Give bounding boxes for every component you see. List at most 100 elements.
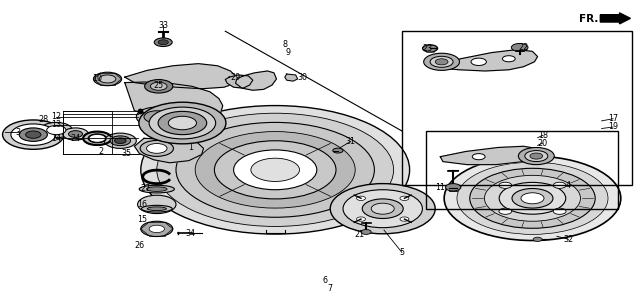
- Text: 10: 10: [92, 73, 102, 83]
- Text: 17: 17: [608, 114, 618, 123]
- Circle shape: [484, 175, 580, 221]
- Circle shape: [424, 53, 460, 70]
- Circle shape: [400, 196, 409, 200]
- Bar: [402, 31, 632, 185]
- Circle shape: [333, 148, 343, 153]
- Circle shape: [47, 125, 66, 135]
- Ellipse shape: [147, 207, 166, 211]
- Circle shape: [149, 225, 164, 233]
- Polygon shape: [134, 138, 204, 163]
- Circle shape: [176, 122, 374, 217]
- Ellipse shape: [141, 205, 172, 212]
- Circle shape: [63, 128, 88, 140]
- Circle shape: [518, 147, 554, 165]
- Circle shape: [195, 132, 355, 208]
- Text: 20: 20: [538, 139, 548, 148]
- Circle shape: [511, 43, 528, 51]
- Circle shape: [11, 124, 56, 145]
- Circle shape: [149, 107, 216, 139]
- Circle shape: [68, 131, 83, 137]
- Circle shape: [158, 40, 168, 45]
- Text: 8: 8: [282, 40, 287, 49]
- Circle shape: [430, 56, 453, 67]
- Text: 1: 1: [188, 143, 193, 152]
- Circle shape: [40, 122, 72, 138]
- Text: 32: 32: [563, 235, 573, 244]
- Circle shape: [234, 150, 317, 190]
- Circle shape: [435, 59, 448, 65]
- Circle shape: [362, 199, 403, 218]
- Text: FR.: FR.: [579, 14, 598, 24]
- Polygon shape: [236, 71, 276, 90]
- Circle shape: [26, 131, 41, 138]
- Text: 31: 31: [346, 137, 356, 146]
- Text: 26: 26: [134, 241, 145, 250]
- Circle shape: [19, 128, 47, 141]
- Ellipse shape: [140, 185, 174, 193]
- Polygon shape: [225, 75, 253, 88]
- Circle shape: [110, 136, 131, 146]
- Polygon shape: [125, 82, 223, 122]
- Circle shape: [136, 107, 177, 127]
- Circle shape: [525, 151, 548, 162]
- Circle shape: [530, 153, 543, 159]
- Circle shape: [145, 80, 173, 93]
- Circle shape: [158, 111, 207, 135]
- Circle shape: [150, 82, 167, 90]
- Circle shape: [93, 72, 122, 86]
- Circle shape: [553, 208, 566, 214]
- Circle shape: [502, 56, 515, 62]
- Circle shape: [445, 184, 461, 191]
- Text: 2: 2: [99, 147, 104, 156]
- Circle shape: [168, 116, 196, 130]
- Text: 5: 5: [399, 248, 404, 257]
- Circle shape: [499, 182, 512, 188]
- Bar: [426, 131, 618, 209]
- Text: 4: 4: [566, 181, 571, 190]
- Circle shape: [512, 188, 553, 208]
- Text: 18: 18: [538, 131, 548, 140]
- Text: 25: 25: [154, 81, 164, 90]
- Polygon shape: [440, 146, 541, 165]
- Text: 30: 30: [297, 73, 307, 82]
- Ellipse shape: [147, 187, 167, 192]
- Text: 35: 35: [122, 149, 132, 158]
- Circle shape: [154, 38, 172, 47]
- Circle shape: [141, 221, 173, 237]
- Circle shape: [99, 75, 116, 83]
- Circle shape: [356, 196, 365, 200]
- Polygon shape: [285, 74, 298, 81]
- Circle shape: [83, 132, 111, 145]
- Circle shape: [521, 193, 544, 204]
- Text: 33: 33: [158, 21, 168, 30]
- Circle shape: [104, 133, 136, 148]
- Text: 21: 21: [355, 230, 365, 239]
- Circle shape: [499, 208, 512, 214]
- Circle shape: [553, 182, 566, 188]
- Circle shape: [356, 217, 365, 221]
- Circle shape: [371, 203, 394, 214]
- Polygon shape: [435, 50, 538, 71]
- Circle shape: [499, 182, 566, 214]
- Circle shape: [139, 102, 226, 144]
- Text: 3: 3: [15, 128, 20, 137]
- Circle shape: [3, 120, 64, 149]
- Circle shape: [457, 162, 608, 234]
- Polygon shape: [600, 13, 630, 24]
- Text: 28: 28: [38, 115, 49, 125]
- Circle shape: [115, 138, 126, 144]
- Circle shape: [214, 141, 336, 199]
- Circle shape: [141, 106, 410, 234]
- Text: 11: 11: [435, 183, 445, 192]
- Circle shape: [89, 134, 106, 142]
- Polygon shape: [125, 64, 237, 89]
- Text: 13: 13: [51, 120, 61, 129]
- Circle shape: [400, 217, 409, 221]
- Text: 19: 19: [608, 122, 618, 132]
- Text: 6: 6: [323, 276, 328, 285]
- Circle shape: [472, 154, 485, 160]
- Circle shape: [144, 111, 170, 123]
- Text: 7: 7: [328, 284, 333, 293]
- Circle shape: [533, 237, 542, 241]
- Circle shape: [422, 45, 438, 52]
